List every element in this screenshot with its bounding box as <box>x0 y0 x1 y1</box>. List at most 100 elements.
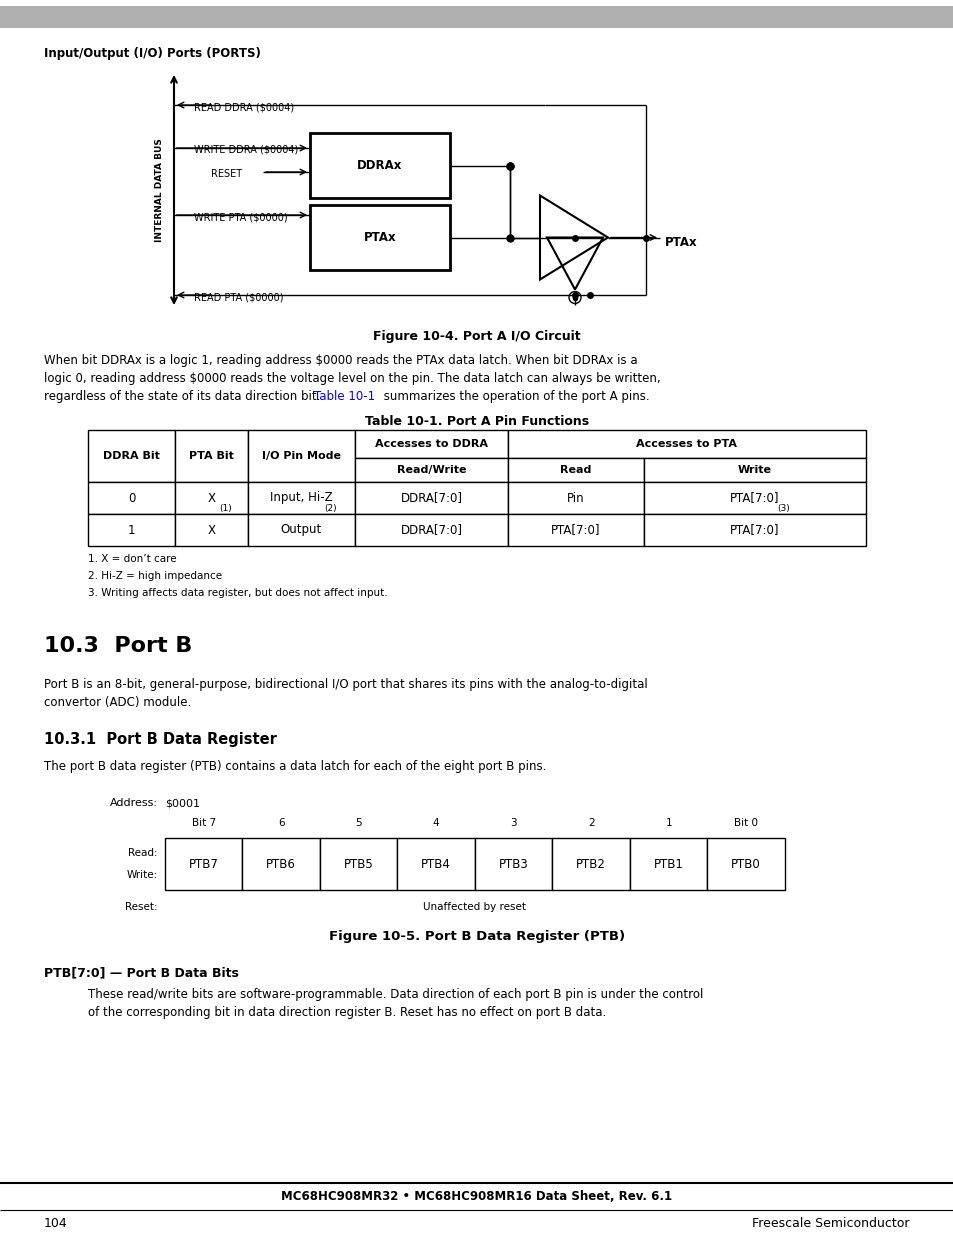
Text: Freescale Semiconductor: Freescale Semiconductor <box>752 1216 909 1230</box>
Bar <box>475 839 552 890</box>
Text: PTB4: PTB4 <box>421 857 451 871</box>
Bar <box>507 514 643 546</box>
Text: PTA[7:0]: PTA[7:0] <box>551 524 600 536</box>
Text: Figure 10-5. Port B Data Register (PTB): Figure 10-5. Port B Data Register (PTB) <box>329 930 624 944</box>
Text: 5: 5 <box>355 818 362 827</box>
Text: DDRA Bit: DDRA Bit <box>103 451 160 461</box>
Text: 6: 6 <box>277 818 284 827</box>
Text: PTB1: PTB1 <box>653 857 683 871</box>
Text: logic 0, reading address $0000 reads the voltage level on the pin. The data latc: logic 0, reading address $0000 reads the… <box>44 372 659 385</box>
Bar <box>707 839 784 890</box>
Bar <box>248 482 355 514</box>
Bar <box>88 430 174 482</box>
Text: READ DDRA ($0004): READ DDRA ($0004) <box>193 103 294 112</box>
Bar <box>629 839 707 890</box>
Text: MC68HC908MR32 • MC68HC908MR16 Data Sheet, Rev. 6.1: MC68HC908MR32 • MC68HC908MR16 Data Sheet… <box>281 1191 672 1203</box>
Bar <box>174 514 248 546</box>
Text: Input, Hi-Z: Input, Hi-Z <box>270 492 333 505</box>
Text: 1: 1 <box>665 818 671 827</box>
Text: Bit 0: Bit 0 <box>734 818 758 827</box>
Text: PTB7: PTB7 <box>189 857 218 871</box>
Text: Write:: Write: <box>127 869 158 881</box>
Bar <box>242 839 319 890</box>
Bar <box>643 458 865 482</box>
Text: WRITE DDRA ($0004): WRITE DDRA ($0004) <box>193 144 298 156</box>
Bar <box>174 430 248 482</box>
Bar <box>310 133 450 198</box>
Text: PTA[7:0]: PTA[7:0] <box>729 492 779 505</box>
Text: Output: Output <box>280 524 322 536</box>
Bar <box>248 514 355 546</box>
Text: convertor (ADC) module.: convertor (ADC) module. <box>44 697 191 709</box>
Bar <box>552 839 629 890</box>
Text: Table 10-1: Table 10-1 <box>314 390 375 403</box>
Bar <box>165 839 242 890</box>
Bar <box>310 205 450 270</box>
Text: DDRA[7:0]: DDRA[7:0] <box>400 492 462 505</box>
Bar <box>507 482 643 514</box>
Text: DDRA[7:0]: DDRA[7:0] <box>400 524 462 536</box>
Text: (3): (3) <box>776 504 789 513</box>
Text: Address:: Address: <box>110 798 158 808</box>
Text: Read:: Read: <box>129 848 158 858</box>
Text: Pin: Pin <box>567 492 584 505</box>
Text: PTB2: PTB2 <box>576 857 605 871</box>
Text: These read/write bits are software-programmable. Data direction of each port B p: These read/write bits are software-progr… <box>88 988 702 1002</box>
Bar <box>355 458 507 482</box>
Text: 0: 0 <box>128 492 135 505</box>
Text: PTB6: PTB6 <box>266 857 295 871</box>
Text: X: X <box>208 492 215 505</box>
Bar <box>507 430 865 458</box>
Text: The port B data register (PTB) contains a data latch for each of the eight port : The port B data register (PTB) contains … <box>44 760 546 773</box>
Text: PTA Bit: PTA Bit <box>189 451 233 461</box>
Text: Bit 7: Bit 7 <box>192 818 215 827</box>
Text: WRITE PTA ($0000): WRITE PTA ($0000) <box>193 212 287 222</box>
Bar <box>643 482 865 514</box>
Text: 3: 3 <box>510 818 517 827</box>
Text: 1: 1 <box>128 524 135 536</box>
Text: Write: Write <box>738 466 771 475</box>
Text: $0001: $0001 <box>165 798 200 808</box>
Bar <box>507 458 643 482</box>
Text: 10.3  Port B: 10.3 Port B <box>44 636 193 656</box>
Text: PTB[7:0] — Port B Data Bits: PTB[7:0] — Port B Data Bits <box>44 966 238 979</box>
Text: Accesses to PTA: Accesses to PTA <box>636 438 737 450</box>
Bar <box>643 514 865 546</box>
Text: (2): (2) <box>324 504 336 513</box>
Text: (1): (1) <box>219 504 232 513</box>
Text: PTA[7:0]: PTA[7:0] <box>729 524 779 536</box>
Text: 4: 4 <box>433 818 439 827</box>
Bar <box>174 482 248 514</box>
Text: Table 10-1. Port A Pin Functions: Table 10-1. Port A Pin Functions <box>365 415 588 429</box>
Text: PTAx: PTAx <box>664 236 697 249</box>
Text: Port B is an 8-bit, general-purpose, bidirectional I/O port that shares its pins: Port B is an 8-bit, general-purpose, bid… <box>44 678 647 692</box>
Text: When bit DDRAx is a logic 1, reading address $0000 reads the PTAx data latch. Wh: When bit DDRAx is a logic 1, reading add… <box>44 354 637 367</box>
Bar <box>88 514 174 546</box>
Bar <box>397 839 475 890</box>
Text: summarizes the operation of the port A pins.: summarizes the operation of the port A p… <box>379 390 649 403</box>
Text: PTAx: PTAx <box>363 231 395 245</box>
Text: of the corresponding bit in data direction register B. Reset has no effect on po: of the corresponding bit in data directi… <box>88 1007 605 1019</box>
Text: Read: Read <box>559 466 591 475</box>
Text: I/O Pin Mode: I/O Pin Mode <box>262 451 340 461</box>
Text: 1. X = don’t care: 1. X = don’t care <box>88 555 176 564</box>
Text: Accesses to DDRA: Accesses to DDRA <box>375 438 488 450</box>
Bar <box>88 482 174 514</box>
Text: RESET: RESET <box>211 169 242 179</box>
Text: READ PTA ($0000): READ PTA ($0000) <box>193 291 283 303</box>
Text: Input/Output (I/O) Ports (PORTS): Input/Output (I/O) Ports (PORTS) <box>44 47 260 61</box>
Text: 10.3.1  Port B Data Register: 10.3.1 Port B Data Register <box>44 732 276 747</box>
Text: PTB5: PTB5 <box>343 857 374 871</box>
Bar <box>355 514 507 546</box>
Text: DDRAx: DDRAx <box>357 159 402 172</box>
Text: Read/Write: Read/Write <box>396 466 466 475</box>
Bar <box>248 430 355 482</box>
Text: INTERNAL DATA BUS: INTERNAL DATA BUS <box>155 138 164 242</box>
Bar <box>319 839 397 890</box>
Text: PTB3: PTB3 <box>498 857 528 871</box>
Text: X: X <box>208 524 215 536</box>
Bar <box>0 6 953 28</box>
Text: 2. Hi-Z = high impedance: 2. Hi-Z = high impedance <box>88 571 222 580</box>
Text: 2: 2 <box>587 818 594 827</box>
Text: PTB0: PTB0 <box>731 857 760 871</box>
